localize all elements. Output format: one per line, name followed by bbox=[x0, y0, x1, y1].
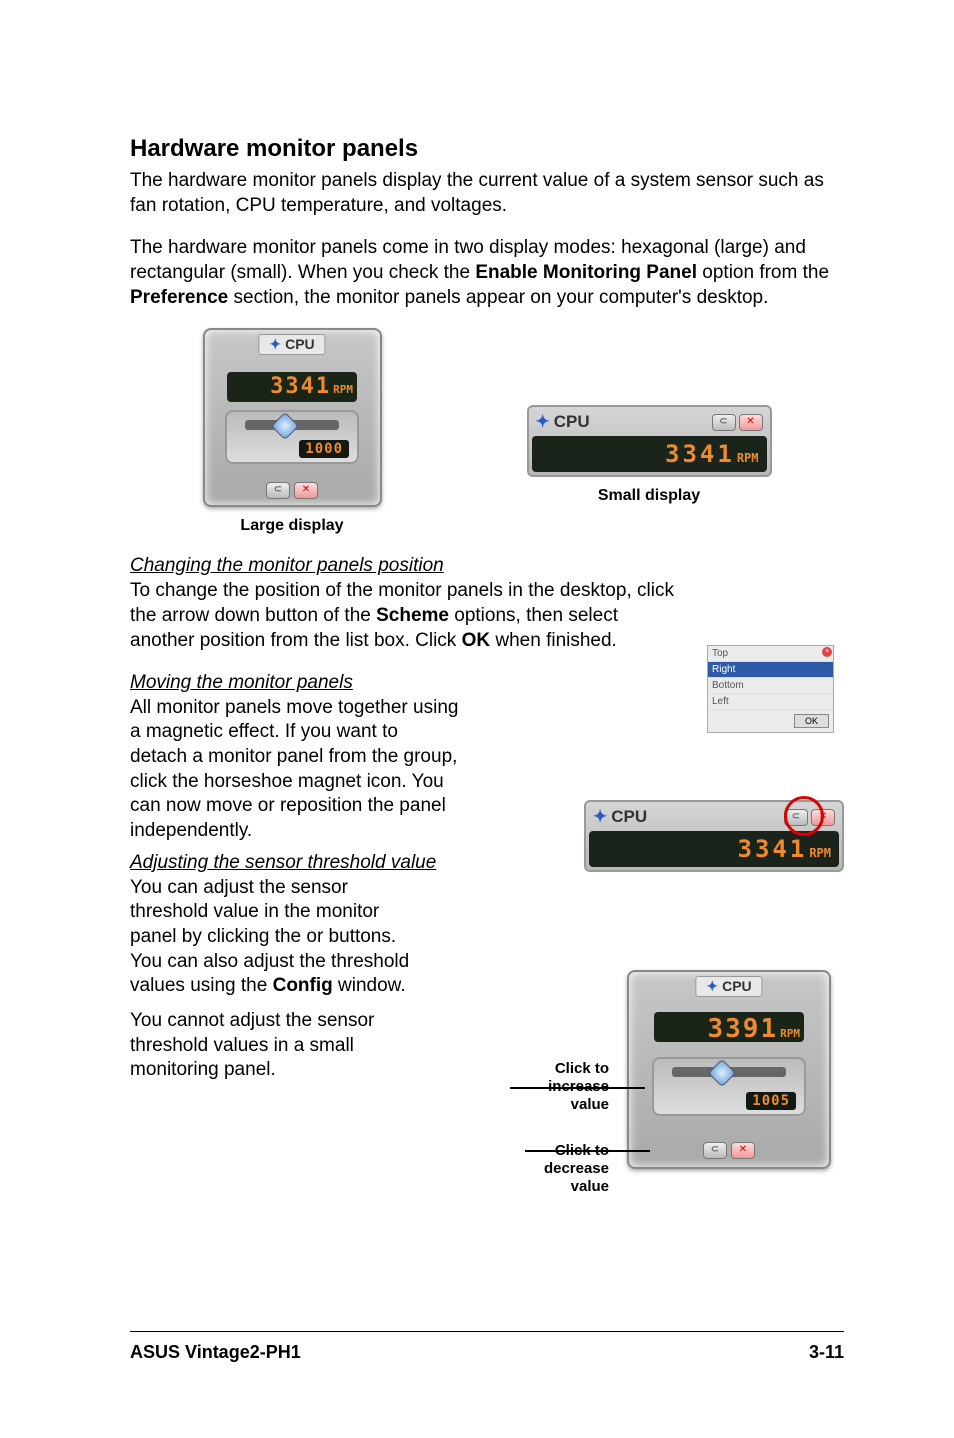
lcd-readout: 3391RPM bbox=[654, 1012, 804, 1042]
rpm-unit: RPM bbox=[333, 383, 353, 396]
large-caption: Large display bbox=[203, 517, 382, 535]
scheme-option-right[interactable]: Right bbox=[708, 662, 833, 678]
scheme-option-top[interactable]: Top bbox=[708, 646, 833, 662]
cpu-label: CPU bbox=[285, 336, 315, 352]
slider-knob[interactable] bbox=[271, 412, 299, 440]
small-caption: Small display bbox=[527, 487, 772, 505]
threshold-gauge[interactable]: 1000 bbox=[225, 410, 359, 464]
rpm-unit: RPM bbox=[809, 846, 831, 860]
scheme-label: Scheme bbox=[376, 605, 449, 626]
footer-page: 3-11 bbox=[809, 1342, 844, 1363]
preference-label: Preference bbox=[130, 287, 228, 308]
enable-monitoring-panel-label: Enable Monitoring Panel bbox=[475, 262, 697, 283]
moving-panels-title: Moving the monitor panels bbox=[130, 672, 460, 694]
scheme-dropdown[interactable]: × Top Right Bottom Left OK bbox=[707, 645, 834, 733]
adjusting-body-1: You can adjust the sensor threshold valu… bbox=[130, 876, 420, 999]
cpu-label: CPU bbox=[554, 412, 590, 431]
lcd-readout: 3341RPM bbox=[532, 436, 767, 472]
footer-product: ASUS Vintage2-PH1 bbox=[130, 1342, 301, 1363]
fan-icon: ✦ bbox=[269, 336, 281, 352]
rpm-value: 3341 bbox=[270, 374, 331, 399]
fan-icon: ✦ bbox=[593, 807, 607, 826]
changing-position-title: Changing the monitor panels position bbox=[130, 555, 844, 577]
scheme-option-bottom[interactable]: Bottom bbox=[708, 678, 833, 694]
cp-post: when finished. bbox=[490, 630, 617, 651]
lcd-readout: 3341RPM bbox=[227, 372, 357, 402]
adj-post: window. bbox=[333, 975, 406, 996]
large-monitor-panel[interactable]: ✦CPU 3341RPM 1000 ⊂ ✕ bbox=[203, 328, 382, 507]
cpu-label: CPU bbox=[611, 807, 647, 826]
rpm-unit: RPM bbox=[737, 451, 759, 465]
threshold-gauge[interactable]: 1005 bbox=[652, 1057, 806, 1116]
detach-monitor-panel[interactable]: ✦CPU ⊂ ✕ 3341RPM bbox=[584, 800, 844, 872]
magnet-icon[interactable]: ⊂ bbox=[784, 809, 808, 826]
small-monitor-panel[interactable]: ✦CPU ⊂ ✕ 3341RPM bbox=[527, 405, 772, 477]
magnet-icon[interactable]: ⊂ bbox=[712, 414, 736, 431]
rpm-unit: RPM bbox=[780, 1027, 800, 1040]
moving-panels-body: All monitor panels move together using a… bbox=[130, 696, 460, 844]
panel-title: ✦CPU bbox=[593, 807, 647, 827]
panel-title: ✦CPU bbox=[258, 334, 325, 355]
close-icon[interactable]: ✕ bbox=[811, 809, 835, 826]
adjusting-body-2: You cannot adjust the sensor threshold v… bbox=[130, 1009, 420, 1083]
para2-mid: option from the bbox=[697, 262, 829, 283]
scheme-option-left[interactable]: Left bbox=[708, 694, 833, 710]
intro-para-1: The hardware monitor panels display the … bbox=[130, 169, 844, 218]
rpm-value: 3341 bbox=[738, 835, 808, 863]
close-icon[interactable]: ✕ bbox=[731, 1142, 755, 1159]
threshold-monitor-panel[interactable]: ✦CPU 3391RPM 1005 ⊂ ✕ bbox=[627, 970, 831, 1169]
para2-post: section, the monitor panels appear on yo… bbox=[228, 287, 768, 308]
close-icon[interactable]: × bbox=[822, 647, 832, 657]
ok-label: OK bbox=[462, 630, 491, 651]
config-label: Config bbox=[273, 975, 333, 996]
panel-title: ✦CPU bbox=[695, 976, 762, 997]
section-title: Hardware monitor panels bbox=[130, 135, 844, 163]
fan-icon: ✦ bbox=[706, 978, 718, 994]
fan-icon: ✦ bbox=[536, 412, 550, 431]
rpm-value: 3391 bbox=[708, 1014, 779, 1044]
page-footer: ASUS Vintage2-PH1 3-11 bbox=[130, 1331, 844, 1363]
lcd-readout: 3341RPM bbox=[589, 831, 839, 867]
close-icon[interactable]: ✕ bbox=[739, 414, 763, 431]
callout-line-increase bbox=[510, 1087, 645, 1089]
ok-button[interactable]: OK bbox=[794, 714, 829, 728]
magnet-icon[interactable]: ⊂ bbox=[703, 1142, 727, 1159]
slider-knob[interactable] bbox=[708, 1059, 736, 1087]
panel-title: ✦CPU bbox=[536, 412, 590, 432]
adjusting-title: Adjusting the sensor threshold value bbox=[130, 852, 460, 874]
changing-position-body: To change the position of the monitor pa… bbox=[130, 579, 674, 653]
threshold-value: 1005 bbox=[746, 1092, 796, 1110]
callout-line-decrease bbox=[525, 1150, 650, 1152]
magnet-icon[interactable]: ⊂ bbox=[266, 482, 290, 499]
intro-para-2: The hardware monitor panels come in two … bbox=[130, 236, 844, 310]
rpm-value: 3341 bbox=[665, 440, 735, 468]
threshold-value: 1000 bbox=[299, 440, 349, 458]
close-icon[interactable]: ✕ bbox=[294, 482, 318, 499]
cpu-label: CPU bbox=[722, 978, 752, 994]
